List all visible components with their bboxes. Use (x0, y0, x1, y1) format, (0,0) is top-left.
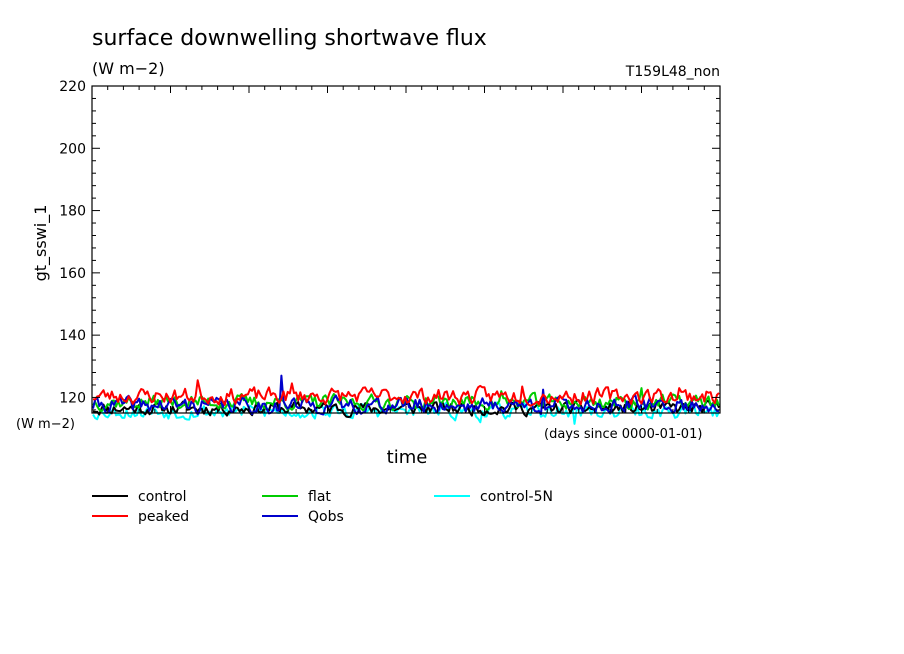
chart-title: surface downwelling shortwave flux (92, 26, 487, 51)
legend-label-peaked: peaked (138, 509, 189, 525)
y-tick-label: 160 (59, 266, 86, 282)
x-unit-label: (days since 0000-01-01) (544, 427, 702, 442)
y-axis-label: gt_sswi_1 (31, 205, 51, 282)
legend-label-flat: flat (308, 489, 331, 505)
y-tick-label: 120 (59, 390, 86, 406)
series-line-peaked (92, 379, 720, 407)
legend-label-control: control (138, 489, 187, 505)
run-label: T159L48_non (625, 64, 720, 80)
x-axis-label: time (387, 447, 428, 468)
y-tick-labels: 120 140 160 180 200 220 (59, 79, 86, 406)
plot-lines (92, 374, 720, 425)
y-tick-label: 220 (59, 79, 86, 95)
y-tick-label: 180 (59, 204, 86, 220)
axis-ticks (91, 85, 721, 413)
plot-frame (91, 85, 721, 414)
y-tick-label: 200 (59, 141, 86, 157)
y-tick-label: 140 (59, 328, 86, 344)
legend: control peaked flat Qobs control-5N (92, 489, 553, 525)
chart-subtitle: (W m−2) (92, 59, 165, 78)
legend-label-control-5N: control-5N (480, 489, 553, 505)
legend-label-Qobs: Qobs (308, 509, 344, 525)
y-unit-label: (W m−2) (16, 417, 75, 432)
